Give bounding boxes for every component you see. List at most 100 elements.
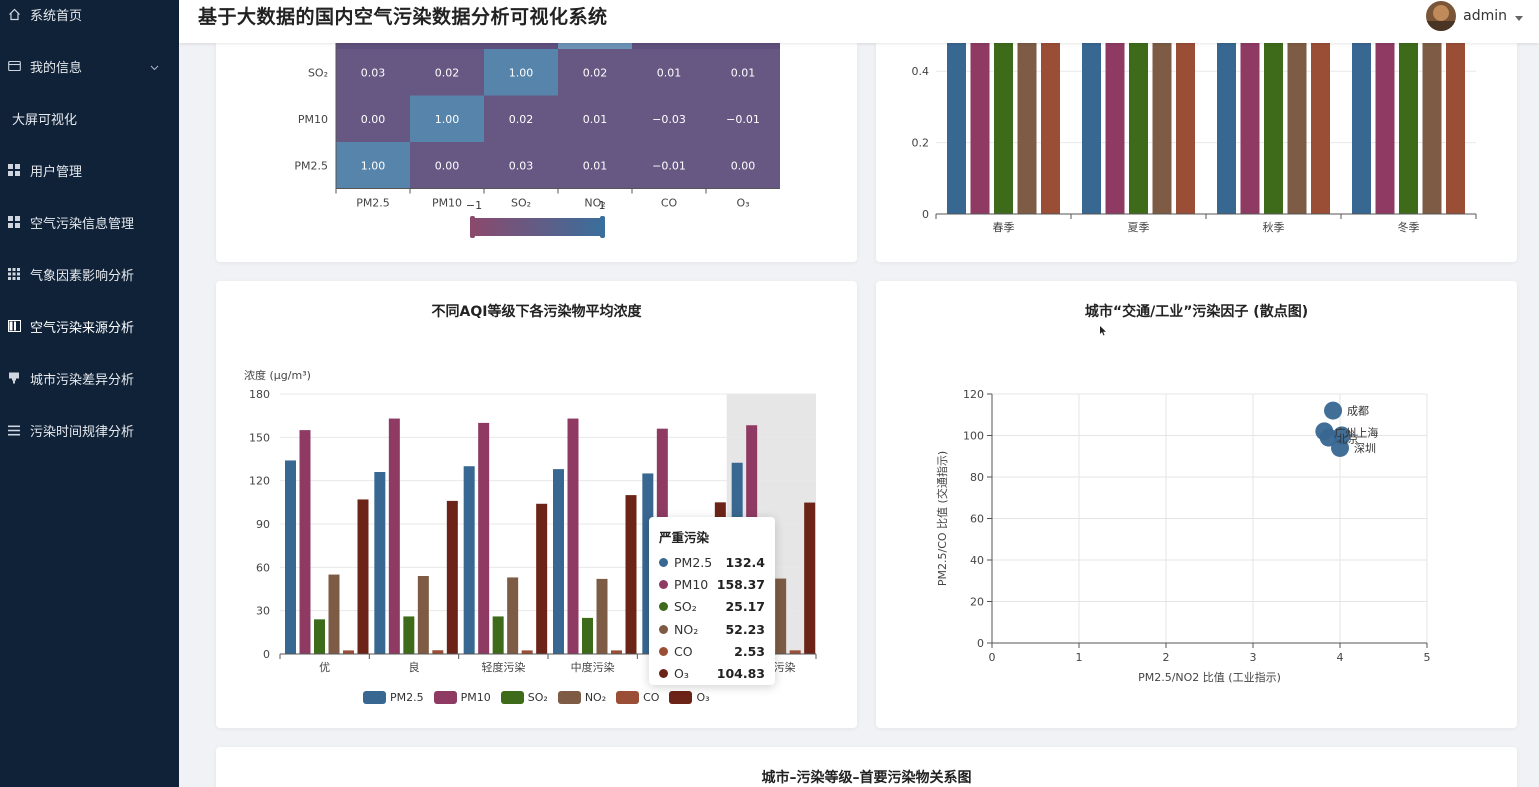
aqi-y-tick-label: 30: [256, 605, 270, 618]
aqi-y-tick-label: 180: [249, 388, 270, 401]
seasonal-bar-chart: 0 0.2 0.4 春季 夏季 秋季 冬季: [912, 43, 1477, 234]
legend-label: PM10: [460, 691, 491, 704]
heatmap-cell-label: 0.02: [509, 113, 534, 126]
sidebar-item-source-analysis[interactable]: 空气污染来源分析: [0, 300, 179, 352]
legend-item[interactable]: PM10: [433, 691, 491, 704]
legend-item[interactable]: PM2.5: [363, 691, 424, 704]
aqi-y-tick-label: 120: [249, 475, 270, 488]
heatmap-cell: [484, 49, 558, 96]
aqi-bar: [596, 578, 608, 654]
tooltip-dot: [659, 557, 668, 567]
legend-item[interactable]: O₃: [669, 691, 710, 704]
city-relation-title: 城市–污染等级–首要污染物关系图: [761, 770, 972, 786]
heatmap-cell-partial: [410, 43, 484, 49]
heatmap-cell-partial: [484, 43, 558, 49]
tooltip-value: 25.17: [725, 599, 765, 615]
aqi-bar: [775, 578, 787, 654]
heatmap-cell-label: −0.03: [652, 113, 686, 126]
heatmap-cell: [632, 95, 706, 142]
user-menu[interactable]: admin: [1426, 1, 1523, 31]
sidebar-item-user-management[interactable]: 用户管理: [0, 144, 179, 196]
season-x-label: 夏季: [1128, 221, 1150, 234]
list-icon: [7, 423, 21, 437]
tooltip-value: 52.23: [725, 621, 765, 637]
sidebar-item-city-difference[interactable]: 城市污染差异分析: [0, 352, 179, 404]
sidebar-item-time-pattern[interactable]: 污染时间规律分析: [0, 404, 179, 456]
aqi-bar: [446, 500, 458, 654]
season-x-label: 秋季: [1263, 220, 1285, 234]
aqi-x-label: 中度污染: [571, 660, 615, 674]
sidebar-item-label: 城市污染差异分析: [30, 372, 135, 388]
season-bar: [1152, 43, 1172, 214]
sidebar-item-home[interactable]: 系统首页: [0, 0, 179, 40]
heatmap-cell-label: 1.00: [509, 66, 534, 79]
legend-swatch: [616, 691, 640, 704]
tooltip-dot: [659, 602, 668, 612]
tooltip-series-name: PM2.5: [674, 554, 713, 570]
scatter-x-tick-label: 1: [1076, 651, 1083, 664]
scatter-y-tick-label: 60: [970, 513, 984, 526]
heatmap-cell: [336, 95, 410, 142]
tooltip-series-name: NO₂: [674, 621, 699, 637]
season-bar: [1375, 43, 1395, 214]
aqi-bar: [343, 650, 354, 654]
heatmap-cell: [558, 49, 632, 96]
stamp-icon: [7, 371, 21, 385]
heatmap-cell-label: −0.01: [726, 113, 760, 126]
legend-label: O₃: [696, 691, 710, 704]
tooltip-row: O₃ 104.83: [659, 662, 765, 684]
scatter-x-tick-label: 2: [1163, 651, 1170, 664]
aqi-bar: [804, 502, 816, 654]
tooltip-row: PM10 158.37: [659, 573, 765, 595]
heatmap-cell: [336, 142, 410, 189]
sidebar: 系统首页 我的信息 大屏可视化 用户管理 空气污染信息管理 气象因素影响分析: [0, 0, 179, 787]
scatter-y-tick-label: 0: [977, 637, 984, 650]
heatmap-cell-label: 0.02: [583, 66, 608, 79]
heatmap-y-label: SO₂: [308, 66, 328, 79]
heatmap-cell: [558, 142, 632, 189]
season-bar: [1217, 43, 1236, 214]
legend-item[interactable]: NO₂: [557, 691, 606, 704]
aqi-bar: [642, 473, 654, 654]
sidebar-item-label: 系统首页: [30, 8, 83, 24]
aqi-bar: [507, 577, 519, 654]
legend-item[interactable]: SO₂: [500, 691, 548, 704]
heatmap-cell-label: 1.00: [361, 159, 386, 172]
season-y-tick-label: 0.2: [912, 137, 930, 150]
aqi-bar: [285, 460, 296, 654]
scatter-card: 城市“交通/工业”污染因子 (散点图) 0 20 40 60 80 100 120 0 1 2 3 4…: [876, 281, 1517, 728]
sidebar-item-weather-analysis[interactable]: 气象因素影响分析: [0, 248, 179, 300]
scatter-point-label: 深圳: [1354, 442, 1376, 455]
visualmap-handle-min: [470, 216, 475, 238]
scatter-y-axis-title: PM2.5/CO 比值 (交通指示): [935, 451, 949, 586]
aqi-bar: [432, 650, 444, 654]
card-icon: [7, 59, 21, 73]
scatter-chart: 0 20 40 60 80 100 120 0 1 2 3 4 5 PM2.5/NO2 比值 (工业指示)…: [935, 388, 1431, 684]
legend-item[interactable]: CO: [616, 691, 659, 704]
heatmap-cell-label: 1.00: [435, 113, 460, 126]
aqi-bar: [789, 650, 801, 654]
aqi-bar: [403, 616, 415, 654]
season-bar: [1264, 43, 1283, 214]
tooltip-row: NO₂ 52.23: [659, 618, 765, 640]
sidebar-item-label: 气象因素影响分析: [30, 268, 135, 284]
apps-icon: [7, 267, 21, 281]
chart-tooltip: 严重污染 PM2.5 132.4 PM10 158.37 SO₂ 25.17 NO₂ 52.2…: [649, 517, 775, 685]
sidebar-item-big-screen[interactable]: 大屏可视化: [0, 92, 179, 144]
scatter-point: [1331, 438, 1349, 457]
heatmap-cell: [632, 142, 706, 189]
heatmap-x-label: SO₂: [511, 197, 531, 210]
tooltip-dot: [659, 624, 668, 634]
sidebar-item-label: 空气污染来源分析: [30, 320, 135, 336]
season-bar: [1082, 43, 1101, 214]
season-bar: [1422, 43, 1442, 214]
avatar[interactable]: [1426, 1, 1457, 31]
season-bar: [1105, 43, 1125, 214]
chevron-down-icon: [150, 60, 159, 75]
season-bar: [1129, 43, 1148, 214]
heatmap-cell-partial: [706, 43, 780, 49]
sidebar-item-pollution-info[interactable]: 空气污染信息管理: [0, 196, 179, 248]
caret-down-icon: [1515, 7, 1523, 26]
sidebar-item-my-info[interactable]: 我的信息: [0, 40, 179, 92]
scatter-point-label: 成都: [1347, 405, 1369, 418]
